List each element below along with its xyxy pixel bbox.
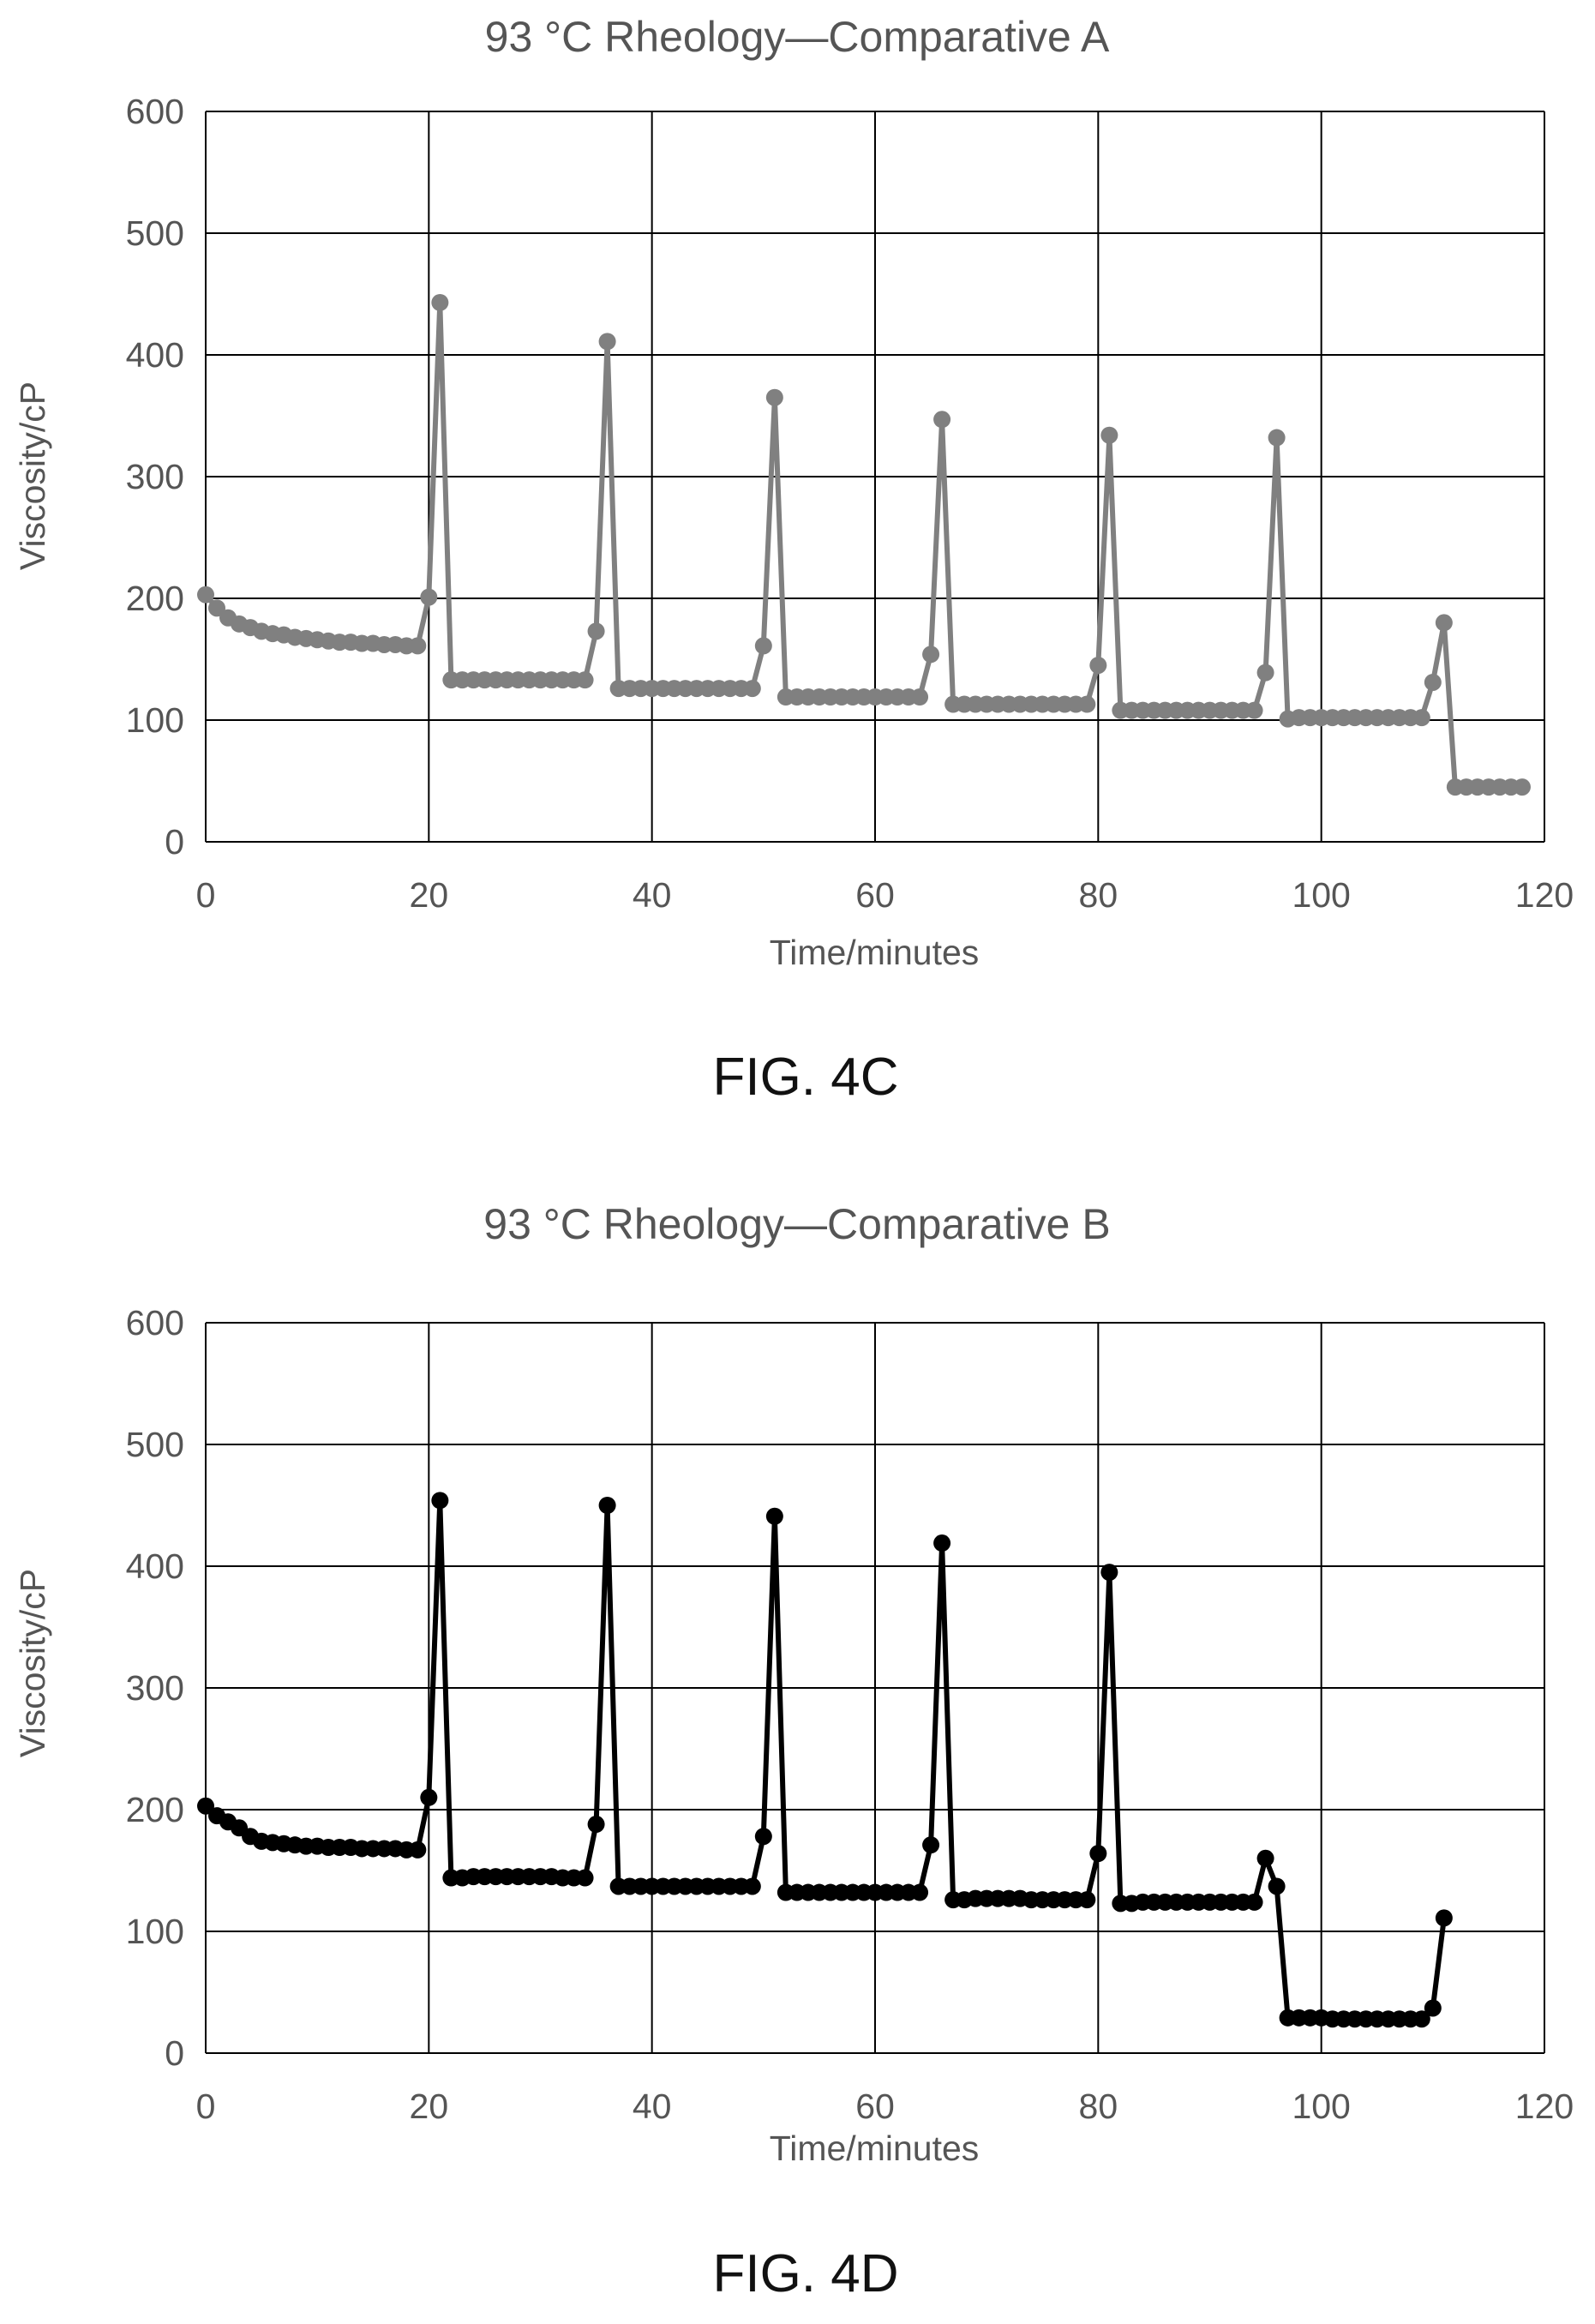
data-point <box>1513 778 1531 796</box>
data-point <box>587 1816 605 1834</box>
data-point <box>587 622 605 640</box>
data-point <box>765 388 783 406</box>
data-point <box>197 586 214 604</box>
data-point <box>743 680 761 698</box>
x-tick-label: 80 <box>1079 875 1118 915</box>
x-tick-label: 40 <box>633 2087 672 2126</box>
data-point <box>1100 1564 1118 1582</box>
data-point <box>420 1788 438 1806</box>
data-point <box>1424 1999 1442 2017</box>
y-tick-label: 500 <box>126 213 184 253</box>
series-line <box>204 1498 1447 2022</box>
y-tick-label: 0 <box>165 822 184 862</box>
data-point <box>576 671 594 689</box>
x-axis-label: Time/minutes <box>770 2129 980 2168</box>
y-tick-labels: 0 100 200 300 400 500 600 <box>126 92 184 862</box>
y-axis-label: Viscosity/cP <box>13 1569 52 1757</box>
data-point <box>409 637 427 655</box>
x-tick-label: 100 <box>1292 875 1350 915</box>
chart-title: 93 °C Rheology—Comparative B <box>483 1200 1110 1248</box>
data-point <box>431 1492 449 1510</box>
series-comparative-a <box>197 293 1531 796</box>
y-tick-label: 600 <box>126 92 184 131</box>
x-tick-label: 60 <box>855 2087 895 2126</box>
x-tick-label: 20 <box>410 2087 449 2126</box>
data-point <box>754 637 772 655</box>
data-point <box>1412 2010 1430 2028</box>
data-point <box>911 1883 929 1901</box>
data-point <box>1256 1849 1274 1867</box>
chart-comparative-a: 93 °C Rheology—Comparative A 01002003004… <box>13 13 1574 1107</box>
data-point <box>933 411 951 429</box>
y-tick-label: 100 <box>126 700 184 740</box>
data-point <box>1245 701 1263 719</box>
data-point <box>1078 695 1096 713</box>
data-point <box>1435 1909 1453 1927</box>
x-tick-label: 80 <box>1079 2087 1118 2126</box>
x-tick-labels: 0 20 40 60 80 100 120 <box>196 875 1574 915</box>
data-point <box>754 1828 772 1846</box>
data-point <box>420 588 438 606</box>
data-point <box>922 646 940 664</box>
chart-title: 93 °C Rheology—Comparative A <box>485 13 1110 61</box>
data-point <box>409 1841 427 1859</box>
y-tick-label: 100 <box>126 1912 184 1951</box>
x-tick-label: 20 <box>410 875 449 915</box>
grid <box>205 1322 1545 2054</box>
data-point <box>598 333 616 351</box>
data-point <box>922 1836 940 1854</box>
y-tick-label: 0 <box>165 2033 184 2073</box>
data-point <box>1089 1845 1107 1863</box>
data-point <box>576 1869 594 1887</box>
data-point <box>1100 426 1118 444</box>
y-axis-label: Viscosity/cP <box>13 381 52 570</box>
x-tick-labels: 0 20 40 60 80 100 120 <box>196 2087 1574 2126</box>
chart-comparative-b: 93 °C Rheology—Comparative B 01002003004… <box>13 1200 1574 2303</box>
data-point <box>743 1877 761 1895</box>
x-tick-label: 100 <box>1292 2087 1350 2126</box>
data-point <box>208 599 226 617</box>
data-point <box>1268 429 1286 447</box>
data-point <box>933 1534 951 1552</box>
data-point <box>1245 1893 1263 1911</box>
y-tick-label: 600 <box>126 1303 184 1342</box>
x-tick-label: 0 <box>196 875 216 915</box>
x-tick-label: 120 <box>1515 2087 1574 2126</box>
y-tick-label: 200 <box>126 1790 184 1829</box>
data-point <box>431 293 449 311</box>
data-point <box>911 688 929 706</box>
grid <box>205 111 1545 843</box>
x-tick-label: 60 <box>855 875 895 915</box>
y-tick-label: 400 <box>126 1546 184 1586</box>
data-point <box>1268 1877 1286 1895</box>
y-tick-label: 300 <box>126 457 184 496</box>
x-tick-label: 120 <box>1515 875 1574 915</box>
series-comparative-b <box>197 1492 1453 2028</box>
data-point <box>197 1797 214 1815</box>
data-point <box>1089 657 1107 675</box>
y-tick-label: 200 <box>126 579 184 618</box>
x-tick-label: 40 <box>633 875 672 915</box>
data-point <box>1412 709 1430 727</box>
figure-caption: FIG. 4C <box>712 1048 898 1107</box>
data-point <box>1435 614 1453 632</box>
y-tick-label: 500 <box>126 1425 184 1464</box>
data-point <box>765 1507 783 1525</box>
y-tick-labels: 0 100 200 300 400 500 600 <box>126 1303 184 2073</box>
data-point <box>1424 673 1442 691</box>
figure-caption: FIG. 4D <box>712 2244 898 2303</box>
data-point <box>1256 664 1274 682</box>
data-point <box>1078 1891 1096 1909</box>
x-axis-label: Time/minutes <box>770 933 980 972</box>
data-point <box>598 1497 616 1514</box>
y-tick-label: 400 <box>126 335 184 375</box>
x-tick-label: 0 <box>196 2087 216 2126</box>
y-tick-label: 300 <box>126 1668 184 1708</box>
